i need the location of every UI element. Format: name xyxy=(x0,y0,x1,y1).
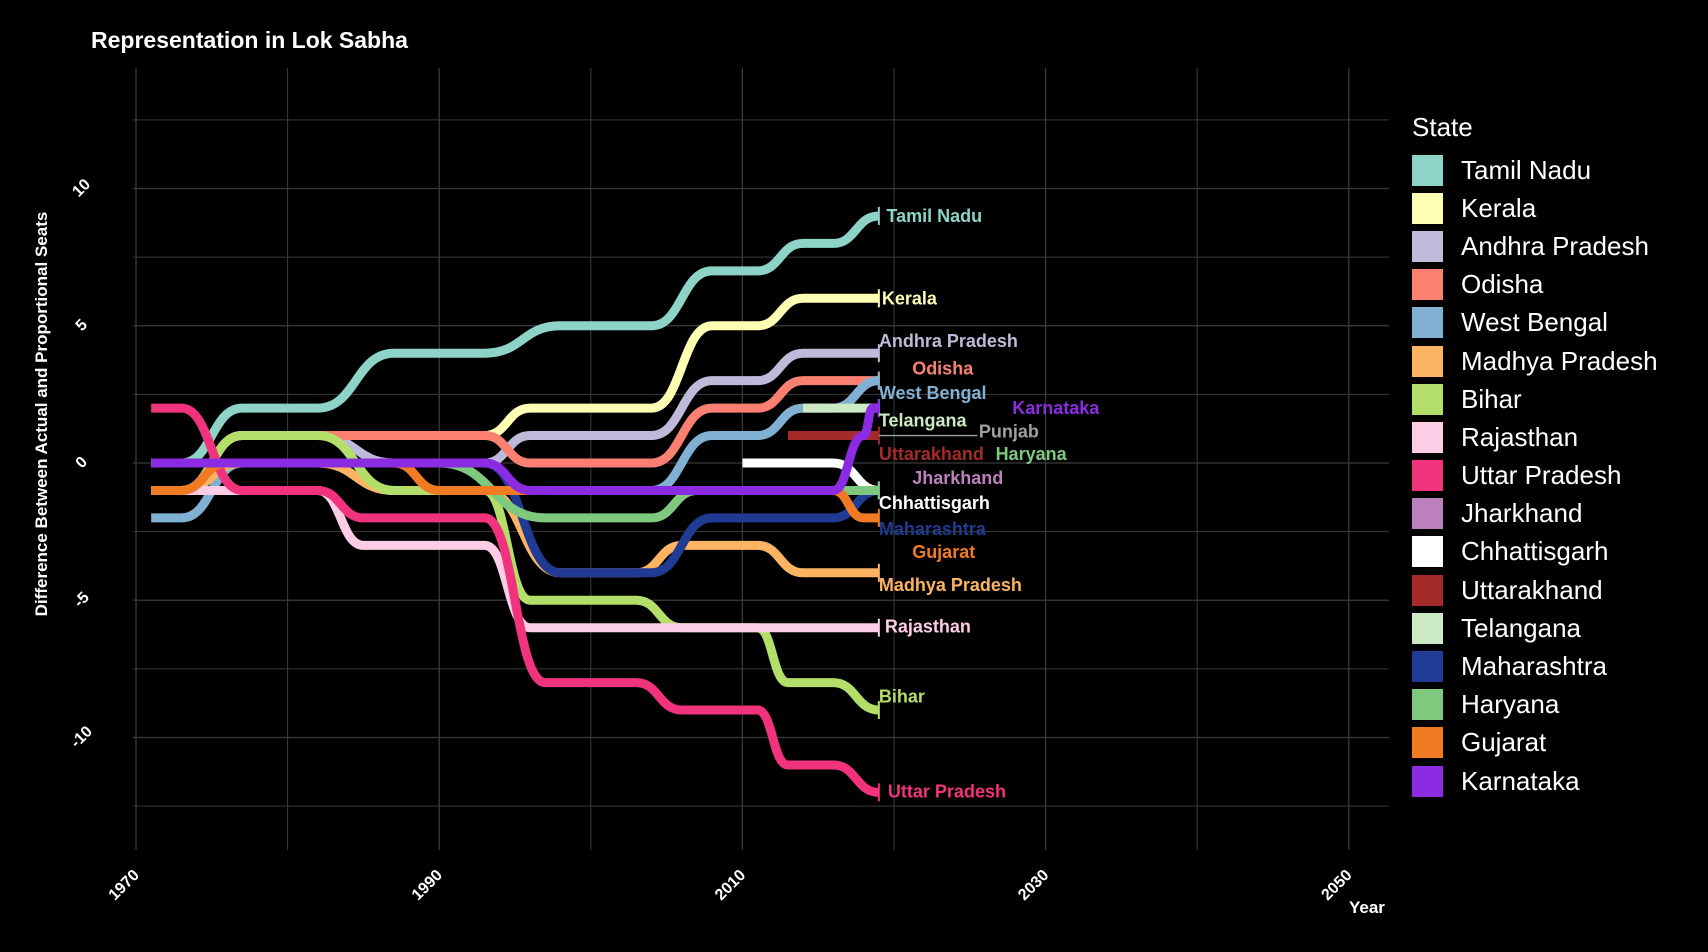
series-line-uttar-pradesh xyxy=(151,403,880,797)
legend-label: Karnataka xyxy=(1461,765,1580,796)
y-tick-label: 0 xyxy=(73,454,91,472)
legend-label: Telangana xyxy=(1461,612,1581,643)
legend-item: Rajasthan xyxy=(1412,418,1658,456)
legend-title: State xyxy=(1412,112,1473,142)
legend-label: Odisha xyxy=(1461,269,1544,300)
end-label-uttar-pradesh: Uttar Pradesh xyxy=(888,782,1006,802)
end-label-jharkhand: Jharkhand xyxy=(912,468,1003,488)
end-label-madhya-pradesh: Madhya Pradesh xyxy=(879,575,1022,595)
legend-item: Andhra Pradesh xyxy=(1412,227,1658,265)
x-tick-label: 2010 xyxy=(712,867,749,904)
legend-label: Uttarakhand xyxy=(1461,574,1603,605)
legend-label: West Bengal xyxy=(1461,307,1608,338)
legend-swatch xyxy=(1412,765,1443,797)
legend-item: Jharkhand xyxy=(1412,495,1658,533)
end-label-tamil-nadu: Tamil Nadu xyxy=(886,206,982,226)
x-tick-label: 2030 xyxy=(1015,867,1052,904)
legend-item: Madhya Pradesh xyxy=(1412,342,1658,380)
y-tick-label: -5 xyxy=(71,589,93,611)
legend-label: Madhya Pradesh xyxy=(1461,345,1658,376)
legend-item: Maharashtra xyxy=(1412,647,1658,685)
legend-items: Tamil Nadu Kerala Andhra Pradesh Odisha West… xyxy=(1412,151,1658,800)
legend-item: Haryana xyxy=(1412,686,1658,724)
end-label-haryana: Haryana xyxy=(996,444,1068,464)
legend-label: Maharashtra xyxy=(1461,651,1607,682)
legend-swatch xyxy=(1412,612,1443,644)
series-line-andhra-pradesh xyxy=(151,348,879,495)
chart-title: Representation in Lok Sabha xyxy=(91,27,408,53)
axis-ticks: 1970 1990 2010 2030 2050 10 5 0 -5 -10 xyxy=(68,176,1356,904)
x-tick-label: 2050 xyxy=(1318,867,1355,904)
legend-swatch xyxy=(1412,345,1443,377)
legend-label: Jharkhand xyxy=(1461,498,1583,529)
series-lines xyxy=(151,206,978,802)
legend-item: Kerala xyxy=(1412,189,1658,227)
legend-label: Chhattisgarh xyxy=(1461,536,1609,567)
end-label-kerala: Kerala xyxy=(882,288,938,308)
x-tick-label: 1990 xyxy=(409,867,446,904)
x-axis-title: Year xyxy=(1349,898,1385,917)
legend-label: Haryana xyxy=(1461,689,1560,720)
legend-swatch xyxy=(1412,383,1443,415)
end-labels: Tamil Nadu Kerala Andhra Pradesh Odisha West… xyxy=(879,206,1100,802)
legend-label: Uttar Pradesh xyxy=(1461,460,1622,491)
end-label-andhra-pradesh: Andhra Pradesh xyxy=(879,331,1018,351)
end-label-chhattisgarh: Chhattisgarh xyxy=(879,493,990,513)
legend-swatch xyxy=(1412,307,1443,339)
series-line-bihar xyxy=(151,431,880,715)
legend-swatch xyxy=(1412,574,1443,606)
legend-item: Karnataka xyxy=(1412,762,1658,800)
legend-label: Rajasthan xyxy=(1461,421,1579,452)
legend-swatch xyxy=(1412,536,1443,568)
end-label-maharashtra: Maharashtra xyxy=(879,519,987,539)
end-label-gujarat: Gujarat xyxy=(912,542,975,562)
series-line-tamil-nadu xyxy=(151,211,880,468)
end-label-west-bengal: West Bengal xyxy=(879,383,987,403)
grid xyxy=(133,68,1389,850)
legend-label: Kerala xyxy=(1461,192,1537,223)
y-tick-label: -10 xyxy=(68,723,96,751)
legend-swatch xyxy=(1412,498,1443,530)
legend-label: Andhra Pradesh xyxy=(1461,230,1649,261)
legend-swatch xyxy=(1412,154,1443,186)
end-label-rajasthan: Rajasthan xyxy=(885,616,971,636)
end-label-odisha: Odisha xyxy=(912,358,974,378)
legend-swatch xyxy=(1412,192,1443,224)
legend-swatch xyxy=(1412,460,1443,492)
y-tick-label: 5 xyxy=(73,316,91,334)
end-label-punjab: Punjab xyxy=(979,421,1039,441)
legend-item: Bihar xyxy=(1412,380,1658,418)
series-line-haryana xyxy=(151,458,879,523)
end-label-bihar: Bihar xyxy=(879,686,925,706)
y-tick-label: 10 xyxy=(69,176,94,201)
legend-label: Bihar xyxy=(1461,383,1522,414)
legend-item: Uttarakhand xyxy=(1412,571,1658,609)
x-tick-label: 1970 xyxy=(106,867,143,904)
end-label-telangana: Telangana xyxy=(879,410,968,430)
legend-item: Telangana xyxy=(1412,609,1658,647)
legend-swatch xyxy=(1412,651,1443,683)
legend-swatch xyxy=(1412,727,1443,759)
legend-item: Gujarat xyxy=(1412,724,1658,762)
legend-swatch xyxy=(1412,421,1443,453)
legend-item: Chhattisgarh xyxy=(1412,533,1658,571)
series-line-gujarat xyxy=(151,458,879,523)
series-line-karnataka xyxy=(151,403,879,495)
legend-swatch xyxy=(1412,230,1443,262)
end-label-uttarakhand: Uttarakhand xyxy=(879,444,984,464)
legend-item: Tamil Nadu xyxy=(1412,151,1658,189)
legend-swatch xyxy=(1412,269,1443,301)
legend-label: Tamil Nadu xyxy=(1461,154,1592,185)
legend: State Tamil Nadu Kerala Andhra Pradesh Odis… xyxy=(1412,112,1658,800)
legend-swatch xyxy=(1412,689,1443,721)
end-label-karnataka: Karnataka xyxy=(1012,398,1100,418)
legend-item: West Bengal xyxy=(1412,304,1658,342)
legend-label: Gujarat xyxy=(1461,727,1547,758)
legend-item: Odisha xyxy=(1412,266,1658,304)
legend-item: Uttar Pradesh xyxy=(1412,457,1658,495)
